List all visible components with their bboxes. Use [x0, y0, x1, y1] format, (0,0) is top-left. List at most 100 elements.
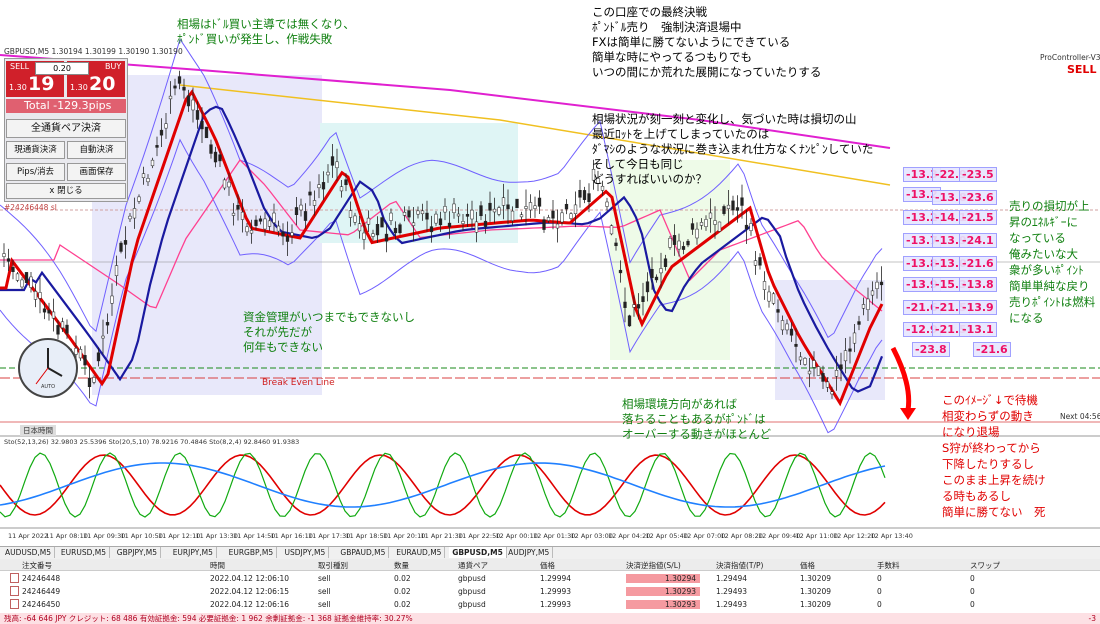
table-cell: 24246449 — [22, 587, 61, 596]
candle-body — [380, 217, 384, 228]
sl-line-label: #24246448 sl — [4, 203, 57, 212]
column-header[interactable]: 手数料 — [877, 561, 900, 570]
column-header[interactable]: 決済指値(T/P) — [716, 561, 764, 570]
candle-body — [749, 223, 753, 231]
candle-body — [330, 156, 335, 166]
symbol-tab[interactable]: EURGBP,M5 — [226, 547, 278, 558]
pips-box: -13.8 — [959, 277, 997, 292]
candle-body — [663, 258, 668, 267]
candle-body — [704, 219, 708, 227]
symbol-tab[interactable]: GBPAUD,M5 — [337, 547, 390, 558]
candle-body — [614, 242, 618, 247]
candle-body — [132, 208, 137, 219]
candle-body — [96, 352, 101, 362]
sell-signal: SELL — [1067, 63, 1097, 76]
column-header[interactable]: 決済逆指値(S/L) — [626, 561, 681, 570]
candle-body — [708, 212, 713, 219]
price-chart[interactable] — [0, 0, 1100, 546]
symbol-tab[interactable]: EURJPY,M5 — [170, 547, 217, 558]
table-cell: 2022.04.12 12:06:15 — [210, 587, 290, 596]
symbol-tab[interactable]: AUDUSD,M5 — [2, 547, 56, 558]
candle-body — [870, 290, 875, 296]
candle-body — [227, 181, 231, 188]
column-header[interactable]: 数量 — [394, 561, 409, 570]
pips-box: -21.5 — [959, 210, 997, 225]
column-header[interactable]: 価格 — [540, 561, 555, 570]
symbol-tab[interactable]: AUDJPY,M5 — [505, 547, 554, 558]
candle-body — [308, 191, 312, 196]
column-header[interactable]: 時間 — [210, 561, 225, 570]
close-panel-button[interactable]: x 閉じる — [6, 183, 126, 199]
table-row[interactable]: 24246448 2022.04.12 12:06:10 sell 0.02 gbpus… — [0, 573, 1100, 585]
candle-body — [222, 179, 227, 189]
candle-body — [668, 237, 672, 248]
candle-body — [164, 123, 168, 129]
candle-body — [731, 200, 735, 211]
next-bar-timer: Next 04:56 — [1060, 412, 1100, 421]
screen-save-button[interactable]: 画面保存 — [67, 163, 126, 181]
table-cell: 1.30209 — [800, 587, 832, 596]
symbol-tab[interactable]: GBPJPY,M5 — [114, 547, 162, 558]
candle-body — [452, 203, 456, 214]
time-axis-label: 11 Apr 18:50 — [345, 532, 388, 540]
pips-box: -12.9 — [903, 322, 941, 337]
order-table: 注文番号 時間 取引種別 数量 通貨ペア 価格 決済逆指値(S/L) 決済指値(T/P) 価格 手… — [0, 559, 1100, 624]
candle-body — [29, 276, 33, 288]
pips-box: -13.7 — [903, 233, 941, 248]
candle-body — [263, 218, 267, 230]
candle-body — [411, 222, 416, 226]
candle-body — [560, 212, 564, 223]
time-axis-label: 12 Apr 09:40 — [758, 532, 801, 540]
buy-button[interactable]: BUY 1.30 20 — [67, 61, 125, 97]
table-cell: 0.02 — [394, 574, 411, 583]
pips-box: -23.8 — [912, 342, 950, 357]
candle-body — [83, 355, 87, 366]
auto-close-button[interactable]: 自動決済 — [67, 141, 126, 159]
candle-body — [672, 235, 677, 245]
time-axis-label: 11 Apr 09:30 — [83, 532, 126, 540]
pips-clear-button[interactable]: Pips/消去 — [6, 163, 65, 181]
candle-body — [56, 325, 60, 335]
column-header[interactable]: 注文番号 — [22, 561, 52, 570]
candle-body — [254, 219, 258, 226]
candle-body — [294, 207, 299, 216]
candle-body — [434, 213, 438, 224]
symbol-tab[interactable]: USDJPY,M5 — [282, 547, 330, 558]
candle-body — [830, 391, 834, 395]
japan-time-label: 日本時間 — [20, 425, 56, 436]
symbol-tab[interactable]: GBPUSD,M5 — [449, 547, 507, 558]
column-header[interactable]: 取引種別 — [318, 561, 348, 570]
candle-body — [119, 242, 123, 252]
candle-body — [767, 291, 771, 302]
candle-body — [312, 200, 317, 206]
candle-body — [398, 224, 402, 234]
close-current-button[interactable]: 現通貨決済 — [6, 141, 65, 159]
column-header[interactable]: スワップ — [970, 561, 1000, 570]
candle-body — [92, 377, 96, 383]
table-row[interactable]: 24246449 2022.04.12 12:06:15 sell 0.02 gbpus… — [0, 586, 1100, 598]
annotation-final-battle: この口座での最終決戦 ﾎﾟﾝﾄﾞﾙ売り 強制決済退場中 FXは簡単に勝てないようにで… — [592, 5, 822, 79]
time-axis-label: 12 Apr 01:30 — [533, 532, 576, 540]
column-header[interactable]: 通貨ペア — [458, 561, 488, 570]
candle-body — [555, 223, 560, 229]
candle-body — [488, 202, 492, 211]
lot-size-input[interactable]: 0.20 — [35, 62, 89, 75]
candle-body — [344, 179, 348, 186]
table-cell: 0 — [970, 600, 975, 609]
candle-body — [168, 95, 173, 100]
table-row[interactable]: 24246450 2022.04.12 12:06:16 sell 0.02 gbpus… — [0, 599, 1100, 611]
candle-body — [618, 269, 623, 274]
table-cell: 2022.04.12 12:06:10 — [210, 574, 290, 583]
close-all-pairs-button[interactable]: 全通貨ペア決済 — [6, 119, 126, 138]
symbol-tab[interactable]: EURUSD,M5 — [58, 547, 110, 558]
column-header[interactable]: 価格 — [800, 561, 815, 570]
candle-body — [596, 178, 600, 184]
table-cell: gbpusd — [458, 587, 486, 596]
table-cell: 0 — [970, 574, 975, 583]
candle-body — [848, 348, 852, 352]
candle-body — [609, 225, 614, 235]
candle-body — [416, 210, 420, 215]
candle-body — [213, 151, 218, 163]
candle-body — [195, 110, 200, 120]
symbol-tab[interactable]: EURAUD,M5 — [393, 547, 446, 558]
